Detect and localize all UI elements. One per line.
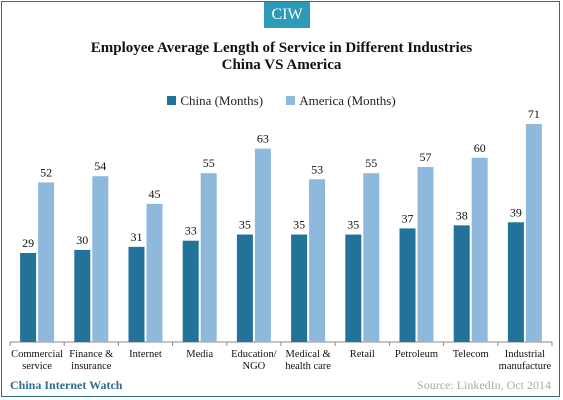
bar-china	[128, 246, 145, 342]
bar-america	[525, 124, 542, 342]
data-label-america: 60	[474, 141, 486, 155]
bar-china	[399, 228, 416, 342]
data-label-china: 33	[185, 224, 197, 238]
legend-label-china: China (Months)	[180, 93, 264, 108]
data-label-china: 35	[293, 218, 305, 232]
bar-america	[254, 148, 271, 342]
data-label-america: 53	[311, 162, 323, 176]
bar-china	[453, 225, 470, 342]
x-tick-label: service	[22, 361, 52, 372]
x-tick-label: Telecom	[453, 349, 489, 360]
x-tick-label: insurance	[71, 361, 112, 372]
bar-china	[291, 234, 308, 342]
x-tick-label: Medical &	[285, 349, 330, 360]
data-label-america: 55	[365, 156, 377, 170]
data-label-china: 39	[510, 205, 522, 219]
legend-label-america: America (Months)	[299, 93, 396, 108]
data-label-china: 35	[239, 218, 251, 232]
legend-item-america: America (Months)	[286, 93, 396, 109]
x-tick-label: manufacture	[499, 361, 552, 372]
data-label-america: 54	[94, 159, 106, 173]
data-label-china: 31	[131, 230, 143, 244]
data-label-china: 30	[76, 233, 88, 247]
bar-china	[182, 240, 199, 342]
source-note: Source: LinkedIn, Oct 2014	[417, 378, 551, 392]
bar-america	[363, 173, 380, 342]
x-tick-label: Commercial	[11, 349, 63, 360]
data-label-america: 57	[420, 150, 432, 164]
bar-america	[146, 203, 163, 342]
data-label-china: 35	[347, 218, 359, 232]
bar-china	[20, 252, 37, 342]
legend-swatch-america	[286, 96, 296, 105]
ciw-logo: CIW	[264, 2, 310, 28]
bar-america	[417, 167, 434, 342]
x-tick-label: Retail	[350, 349, 375, 360]
data-label-china: 29	[22, 236, 34, 250]
watermark: China Internet Watch	[10, 378, 123, 392]
chart-title: Employee Average Length of Service in Di…	[90, 40, 473, 56]
legend: China (Months) America (Months)	[0, 93, 563, 109]
data-label-america: 45	[149, 187, 161, 201]
legend-swatch-china	[167, 96, 177, 105]
x-tick-label: Finance &	[69, 349, 113, 360]
bar-america	[92, 176, 109, 342]
bar-china	[74, 249, 91, 342]
bar-china	[507, 222, 524, 342]
bar-america	[200, 173, 217, 342]
data-label-china: 37	[402, 211, 414, 225]
data-label-america: 52	[40, 165, 52, 179]
chart-subtitle: China VS America	[221, 57, 342, 73]
data-label-america: 63	[257, 132, 269, 146]
data-label-america: 71	[528, 107, 540, 121]
data-label-america: 55	[203, 156, 215, 170]
bar-america	[309, 179, 326, 342]
bar-china	[345, 234, 362, 342]
x-tick-label: Media	[186, 349, 213, 360]
chart-title-block: Employee Average Length of Service in Di…	[0, 40, 563, 74]
legend-item-china: China (Months)	[167, 93, 263, 109]
data-label-china: 38	[456, 208, 468, 222]
bar-america	[38, 182, 55, 342]
x-tick-label: Industrial	[505, 349, 545, 360]
x-tick-label: Education/	[231, 349, 277, 360]
bar-america	[471, 157, 488, 342]
x-tick-label: health care	[285, 361, 331, 372]
x-tick-label: Petroleum	[395, 349, 438, 360]
bar-china	[236, 234, 253, 342]
x-tick-label: NGO	[243, 361, 266, 372]
x-tick-label: Internet	[129, 349, 162, 360]
